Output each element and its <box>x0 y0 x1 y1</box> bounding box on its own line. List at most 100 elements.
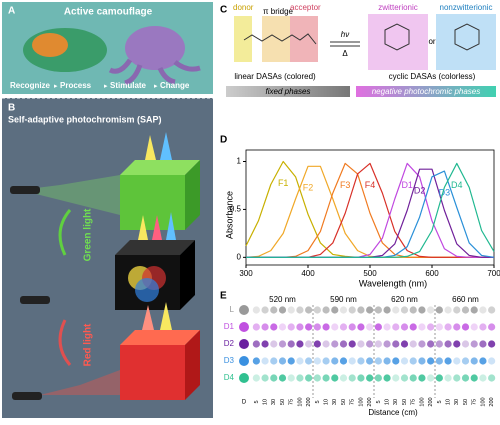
dot <box>488 357 496 365</box>
dot <box>313 340 321 348</box>
dot <box>357 306 365 314</box>
donor-box <box>234 16 252 62</box>
dot <box>331 374 339 382</box>
dot <box>383 357 391 365</box>
dot <box>331 323 339 331</box>
negative-label: negative photochromic phases <box>372 87 481 96</box>
distance-label: 30 <box>393 399 399 405</box>
dot <box>270 374 278 382</box>
distance-label: 200 <box>306 397 312 406</box>
dot <box>270 340 278 348</box>
cube-red <box>12 302 200 400</box>
dot <box>427 374 435 382</box>
dot <box>296 306 304 314</box>
dot <box>374 323 382 331</box>
wavelength-label: 660 nm <box>452 295 479 304</box>
dot <box>331 357 339 365</box>
distance-label: 50 <box>463 399 469 405</box>
step-arrow: ▸ <box>154 83 158 90</box>
dot <box>453 340 461 348</box>
dot <box>305 306 313 314</box>
dot <box>374 357 382 365</box>
dot <box>453 357 461 365</box>
dot <box>461 323 470 331</box>
dot <box>366 340 374 348</box>
row-label: D3 <box>224 356 235 365</box>
dot <box>313 323 321 331</box>
dot <box>461 340 470 348</box>
dot <box>444 323 452 331</box>
dot <box>348 323 356 331</box>
x-tick-label: 400 <box>301 269 315 278</box>
dot <box>383 323 391 331</box>
dot <box>313 306 321 314</box>
y-tick-label: 0 <box>237 252 242 261</box>
row-label: L <box>230 305 235 314</box>
dot <box>305 357 313 365</box>
dot <box>418 340 426 348</box>
distance-label: 10 <box>324 399 330 405</box>
dot <box>488 374 496 382</box>
y-axis-title: Absorbance <box>224 191 234 239</box>
dot <box>239 305 249 315</box>
series-label: D3 <box>439 187 451 197</box>
dot <box>453 323 461 331</box>
distance-label: 100 <box>358 397 364 406</box>
dot <box>409 306 417 314</box>
dot <box>239 339 249 349</box>
distance-label: 5 <box>315 400 321 403</box>
series-label: D4 <box>451 180 463 190</box>
dot <box>287 323 295 331</box>
dot <box>366 357 374 365</box>
dot <box>400 374 409 382</box>
dot <box>427 306 435 314</box>
step-label: Change <box>160 81 190 90</box>
dot <box>435 374 443 382</box>
dot <box>348 340 356 348</box>
dot <box>418 357 426 365</box>
dot <box>296 357 304 365</box>
dot <box>322 340 330 348</box>
dot <box>322 306 330 314</box>
dot <box>453 374 461 382</box>
dot <box>305 374 313 382</box>
dot <box>383 306 391 314</box>
dot <box>383 340 391 348</box>
dot <box>287 306 295 314</box>
x-tick-label: 500 <box>363 269 377 278</box>
wavelength-label: 590 nm <box>330 295 357 304</box>
dot <box>400 306 409 314</box>
dot <box>392 374 400 382</box>
row-label: D4 <box>224 373 235 382</box>
dot <box>374 306 382 314</box>
dot <box>331 306 339 314</box>
donor-label: donor <box>233 3 254 12</box>
dot <box>278 374 287 382</box>
dot <box>479 374 487 382</box>
nonzwitterionic-label: nonzwitterionic <box>440 3 493 12</box>
dot <box>357 340 365 348</box>
distance-label: 200 <box>489 397 495 406</box>
distance-label: 200 <box>367 397 373 406</box>
dot <box>252 323 260 331</box>
series-label: D1 <box>401 180 413 190</box>
y-tick-label: 0.5 <box>230 205 242 214</box>
dot <box>461 306 470 314</box>
fixed-label: fixed phases <box>266 87 311 96</box>
dot <box>322 357 330 365</box>
dot <box>296 374 304 382</box>
dot <box>392 323 400 331</box>
dot <box>461 357 470 365</box>
dot <box>409 374 417 382</box>
dot <box>435 306 443 314</box>
dot <box>252 340 260 348</box>
dot <box>453 306 461 314</box>
fixed-bar <box>226 86 350 97</box>
dot <box>470 306 478 314</box>
distance-label: 5 <box>376 400 382 403</box>
dot <box>409 323 417 331</box>
zwitterionic-label: zwitterionic <box>378 3 418 12</box>
dot <box>374 374 382 382</box>
dot <box>435 357 443 365</box>
distance-label: 50 <box>280 399 286 405</box>
